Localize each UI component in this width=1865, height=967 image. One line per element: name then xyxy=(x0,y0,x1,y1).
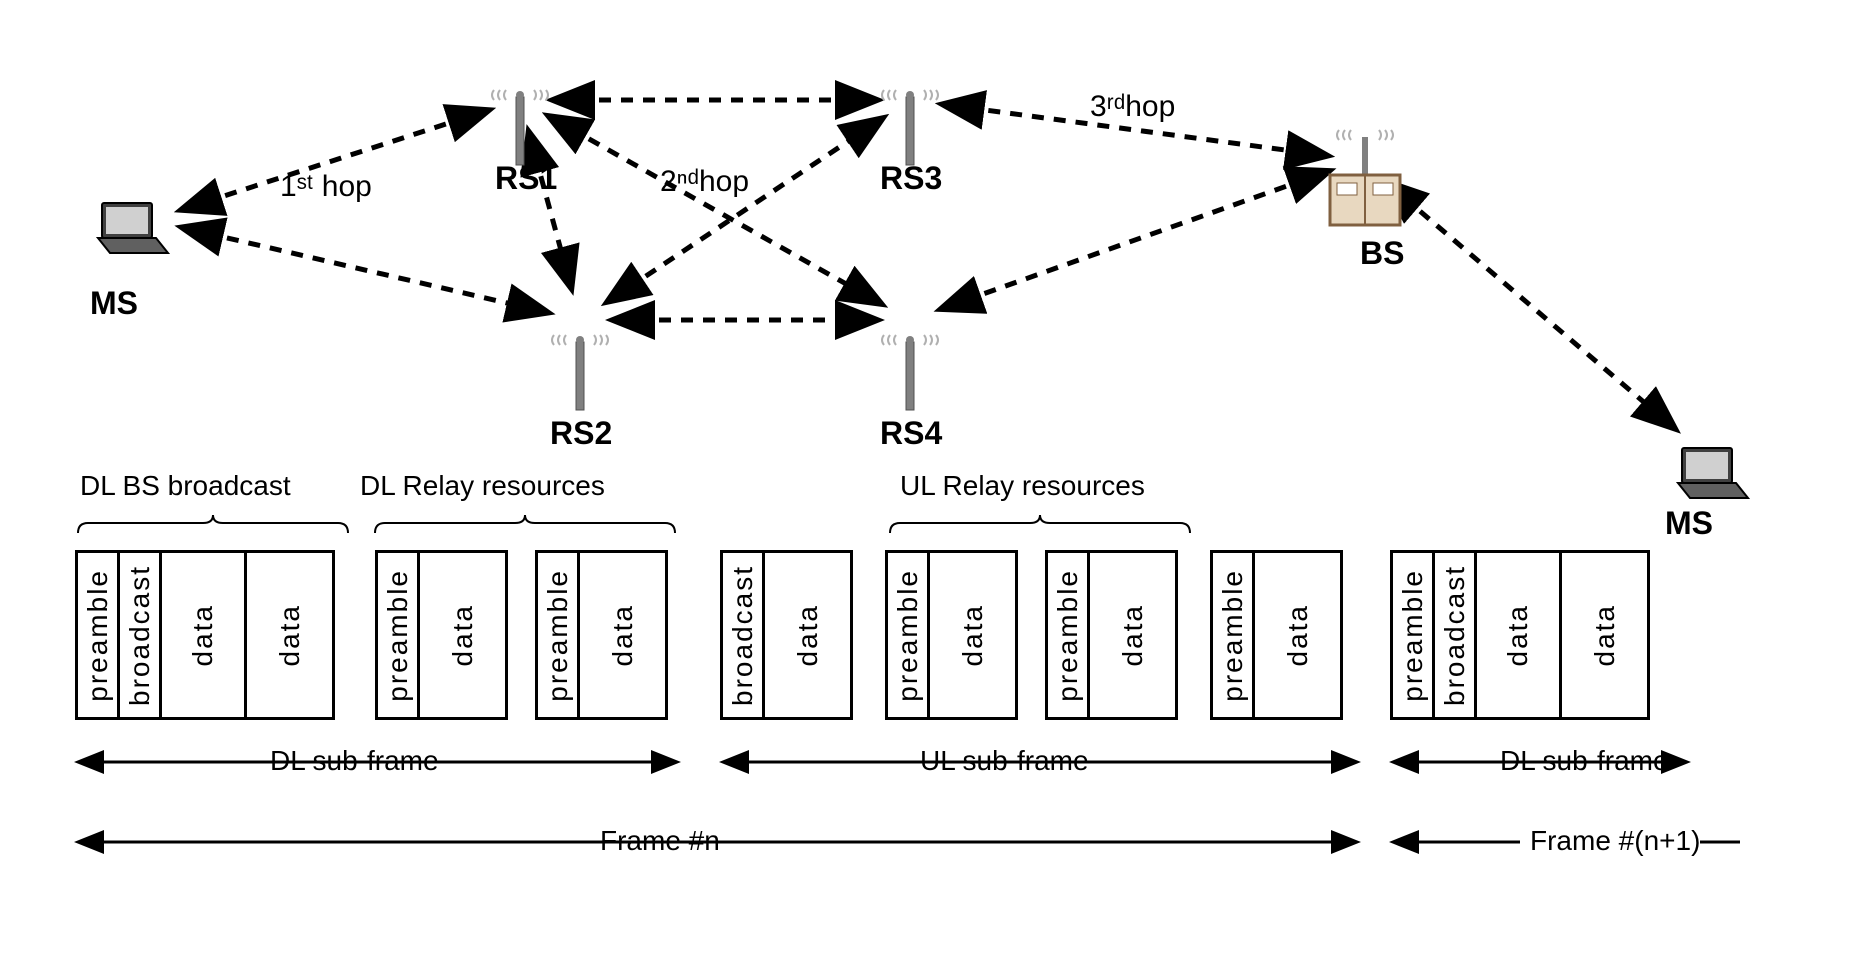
slot-text: data xyxy=(1589,604,1621,667)
frame-slot-data: data xyxy=(580,553,665,717)
ms1-label: MS xyxy=(90,285,138,322)
frame-slot-data: data xyxy=(1477,553,1562,717)
slot-text: data xyxy=(1502,604,1534,667)
ul-relay-bracket-label: UL Relay resources xyxy=(900,470,1145,502)
slot-text: preamble xyxy=(1217,569,1249,702)
slot-text: preamble xyxy=(1052,569,1084,702)
frame-slot-data: data xyxy=(930,553,1015,717)
slot-text: data xyxy=(187,604,219,667)
ul-subframe-label: UL sub-frame xyxy=(920,745,1089,777)
frame-slot-data: data xyxy=(162,553,247,717)
slot-text: preamble xyxy=(542,569,574,702)
slot-text: data xyxy=(1117,604,1149,667)
hop1-label: 1ˢᵗ hop xyxy=(280,170,372,204)
frame-block: preamble broadcast data data xyxy=(1390,550,1650,720)
frame-slot-data: data xyxy=(247,553,332,717)
slot-text: data xyxy=(274,604,306,667)
frame-slot-preamble: preamble xyxy=(1048,553,1090,717)
frame-slot-data: data xyxy=(1562,553,1647,717)
frame-n-label: Frame #n xyxy=(600,825,720,857)
frame-slot-broadcast: broadcast xyxy=(723,553,765,717)
dl-relay-bracket-label: DL Relay resources xyxy=(360,470,605,502)
slot-text: preamble xyxy=(892,569,924,702)
slot-text: broadcast xyxy=(1439,565,1471,706)
frame-block: broadcast data xyxy=(720,550,853,720)
frame-slot-broadcast: broadcast xyxy=(120,553,162,717)
slot-text: preamble xyxy=(82,569,114,702)
dl-subframe-label: DL sub-frame xyxy=(270,745,439,777)
frame-block: preamble data xyxy=(375,550,508,720)
slot-text: preamble xyxy=(1397,569,1429,702)
frame-slot-preamble: preamble xyxy=(378,553,420,717)
frame-slot-preamble: preamble xyxy=(1393,553,1435,717)
frame-slot-data: data xyxy=(1255,553,1340,717)
slot-text: preamble xyxy=(382,569,414,702)
slot-text: data xyxy=(1282,604,1314,667)
dl-bs-bracket-label: DL BS broadcast xyxy=(80,470,291,502)
frame-n1-label: Frame #(n+1) xyxy=(1530,825,1700,857)
frame-slot-data: data xyxy=(420,553,505,717)
rs4-label: RS4 xyxy=(880,415,942,452)
network-diagram: 1ˢᵗ hop 2ⁿᵈhop 3ʳᵈhop MS RS1 RS2 RS3 RS4… xyxy=(20,20,1845,927)
ms2-label: MS xyxy=(1665,505,1713,542)
rs2-label: RS2 xyxy=(550,415,612,452)
frame-slot-preamble: preamble xyxy=(538,553,580,717)
frame-slot-data: data xyxy=(1090,553,1175,717)
rs3-label: RS3 xyxy=(880,160,942,197)
bs-label: BS xyxy=(1360,235,1404,272)
frame-block: preamble data xyxy=(885,550,1018,720)
frame-slot-preamble: preamble xyxy=(78,553,120,717)
frame-slot-preamble: preamble xyxy=(1213,553,1255,717)
frame-slot-preamble: preamble xyxy=(888,553,930,717)
frame-slot-data: data xyxy=(765,553,850,717)
slot-text: data xyxy=(447,604,479,667)
frame-slot-broadcast: broadcast xyxy=(1435,553,1477,717)
rs1-label: RS1 xyxy=(495,160,557,197)
slot-text: data xyxy=(957,604,989,667)
dl-subframe2-label: DL sub-frame xyxy=(1500,745,1669,777)
slot-text: broadcast xyxy=(124,565,156,706)
frame-block: preamble broadcast data data xyxy=(75,550,335,720)
frame-block: preamble data xyxy=(535,550,668,720)
slot-text: data xyxy=(792,604,824,667)
slot-text: data xyxy=(607,604,639,667)
frame-block: preamble data xyxy=(1045,550,1178,720)
hop2-label: 2ⁿᵈhop xyxy=(660,165,749,199)
hop3-label: 3ʳᵈhop xyxy=(1090,90,1175,124)
slot-text: broadcast xyxy=(727,565,759,706)
frame-block: preamble data xyxy=(1210,550,1343,720)
